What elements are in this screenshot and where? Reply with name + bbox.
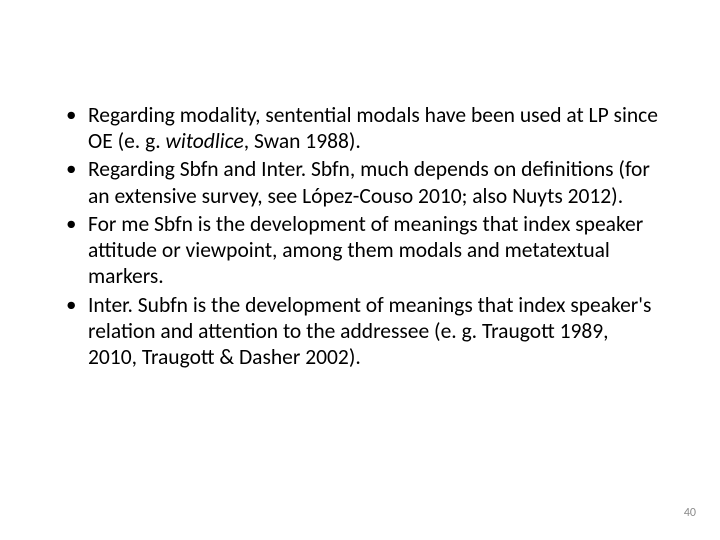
bullet-text-pre: Inter. Subfn is the development of meani… (88, 292, 651, 370)
bullet-text-pre: Regarding Sbfn and Inter. Sbfn, much dep… (88, 156, 650, 208)
list-item: Regarding modality, sentential modals ha… (60, 102, 660, 154)
page-number: 40 (684, 506, 696, 520)
list-item: For me Sbfn is the development of meanin… (60, 211, 660, 290)
bullet-text-pre: For me Sbfn is the development of meanin… (88, 211, 643, 289)
bullet-text-post: , Swan 1988). (244, 128, 361, 154)
slide: Regarding modality, sentential modals ha… (0, 0, 720, 540)
bullet-text-italic: witodlice (166, 128, 244, 154)
list-item: Regarding Sbfn and Inter. Sbfn, much dep… (60, 156, 660, 208)
bullet-list: Regarding modality, sentential modals ha… (60, 102, 660, 370)
list-item: Inter. Subfn is the development of meani… (60, 292, 660, 371)
